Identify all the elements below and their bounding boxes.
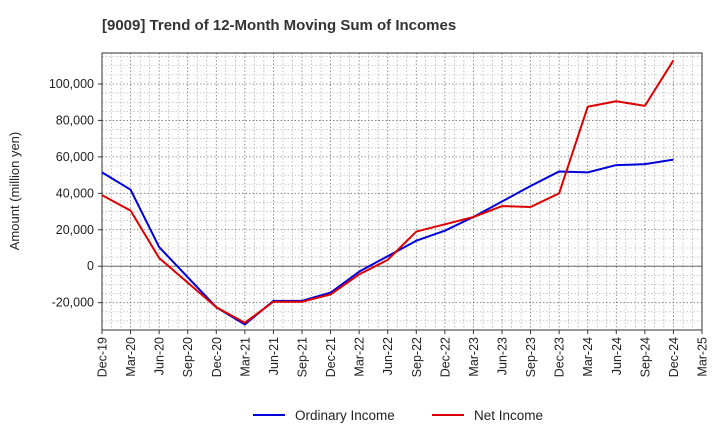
x-tick-label: Dec-22: [438, 337, 452, 377]
x-tick-label: Dec-23: [553, 337, 567, 377]
plot-frame: [101, 52, 703, 331]
x-tick-label: Sep-21: [296, 337, 310, 377]
x-tick-label: Jun-23: [496, 337, 510, 375]
x-tick-label: Sep-22: [410, 337, 424, 377]
y-axis-label: Amount (million yen): [7, 132, 22, 251]
x-tick-label: Mar-20: [124, 337, 138, 377]
series-line: [101, 59, 675, 324]
x-tick-label: Jun-22: [381, 337, 395, 375]
x-tick-label: Sep-23: [524, 337, 538, 377]
y-tick-label: 40,000: [56, 186, 94, 200]
y-axis-ticks: -20,000 0 20,000 40,000 60,000 80,000 100,000: [49, 77, 102, 310]
x-tick-label: Mar-24: [581, 337, 595, 377]
legend: Ordinary Income Net Income: [253, 408, 543, 423]
x-tick-label: Sep-24: [638, 337, 652, 377]
series-lines: [101, 59, 675, 326]
x-tick-label: Dec-21: [324, 337, 338, 377]
x-tick-label: Mar-22: [353, 337, 367, 377]
series-line: [101, 158, 674, 326]
x-tick-label: Mar-21: [238, 337, 252, 377]
y-tick-label: 80,000: [56, 113, 94, 127]
x-tick-label: Sep-20: [181, 337, 195, 377]
x-tick-label: Jun-21: [267, 337, 281, 375]
x-tick-label: Dec-20: [210, 337, 224, 377]
x-tick-label: Dec-24: [667, 337, 681, 377]
y-tick-label: -20,000: [52, 296, 94, 310]
y-tick-label: 100,000: [49, 77, 94, 91]
x-tick-label: Mar-25: [696, 337, 710, 377]
legend-label: Ordinary Income: [295, 408, 395, 423]
legend-label: Net Income: [474, 408, 543, 423]
y-tick-label: 60,000: [56, 150, 94, 164]
x-tick-label: Mar-23: [467, 337, 481, 377]
x-tick-label: Dec-19: [96, 337, 110, 377]
x-axis-ticks: Dec-19 Mar-20 Jun-20 Sep-20 Dec-20 Mar-21 Jun-…: [96, 330, 710, 377]
x-tick-label: Jun-24: [610, 337, 624, 375]
chart-title: [9009] Trend of 12-Month Moving Sum of I…: [102, 17, 456, 34]
axes: [101, 52, 703, 331]
x-tick-label: Jun-20: [153, 337, 167, 375]
y-tick-label: 20,000: [56, 223, 94, 237]
grid-lines: [101, 53, 703, 331]
y-tick-label: 0: [87, 259, 94, 273]
